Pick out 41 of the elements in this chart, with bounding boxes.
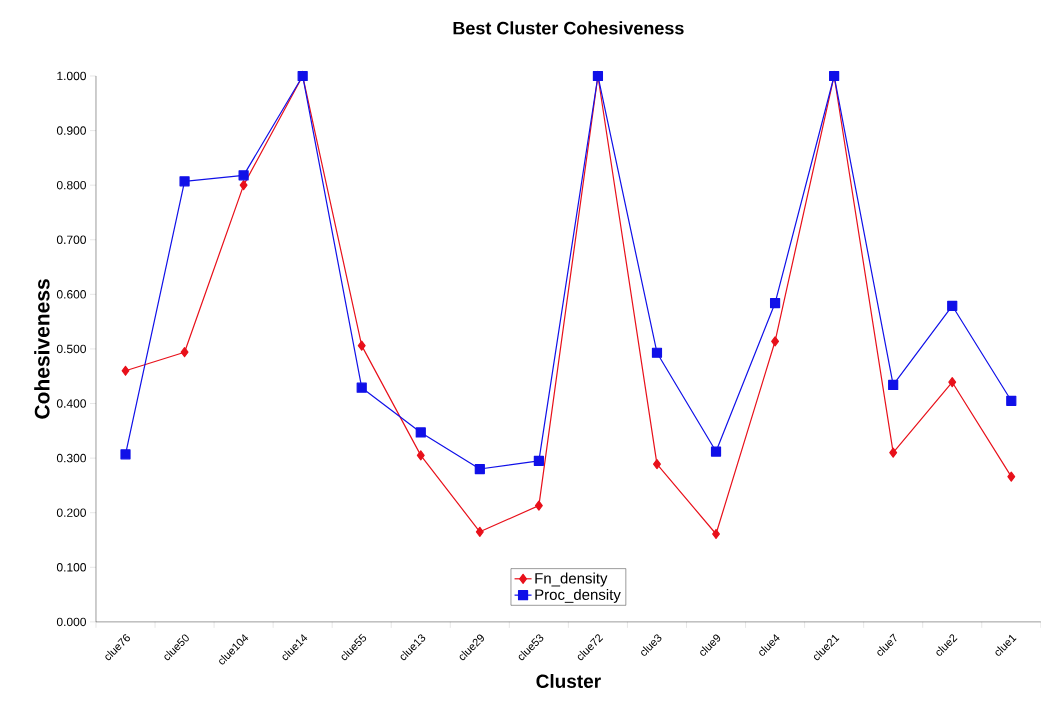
y-tick-label: 0.200 [56, 508, 86, 518]
point [238, 170, 249, 181]
chart-title: Best Cluster Cohesiveness [453, 21, 684, 35]
point [948, 377, 957, 388]
y-tick-label: 1.000 [57, 71, 86, 81]
point [415, 427, 426, 438]
point [534, 500, 543, 511]
point [947, 300, 958, 311]
point [533, 455, 544, 466]
y-tick-label: 0.300 [56, 453, 86, 463]
y-tick-label: 0.100 [56, 563, 86, 572]
point [121, 365, 130, 376]
point [710, 446, 722, 457]
point [769, 298, 781, 309]
point [356, 382, 367, 393]
point [771, 336, 780, 347]
point [888, 379, 899, 391]
y-tick-label: 0.500 [56, 344, 86, 354]
y-tick-label: 0.000 [56, 617, 86, 627]
point [651, 347, 663, 358]
point [357, 340, 366, 351]
point [239, 180, 248, 191]
point [1007, 471, 1016, 482]
y-tick-label: 0.600 [56, 290, 86, 299]
x-axis-title: Cluster [536, 674, 601, 689]
point [179, 176, 190, 187]
y-tick-label: 0.700 [56, 235, 86, 245]
point [475, 526, 484, 537]
point [653, 459, 661, 470]
y-axis-title: Cohesiveness [34, 279, 50, 419]
y-tick-label: 0.800 [56, 180, 86, 190]
point [1006, 395, 1017, 406]
point [889, 447, 898, 458]
y-tick-label: 0.400 [56, 399, 86, 408]
point [474, 463, 485, 475]
point [180, 347, 189, 358]
point [416, 450, 425, 461]
legend-label: Proc_density [535, 589, 621, 603]
point [120, 449, 131, 460]
legend-label: Fn_density [535, 572, 608, 587]
y-tick-label: 0.900 [56, 126, 86, 135]
